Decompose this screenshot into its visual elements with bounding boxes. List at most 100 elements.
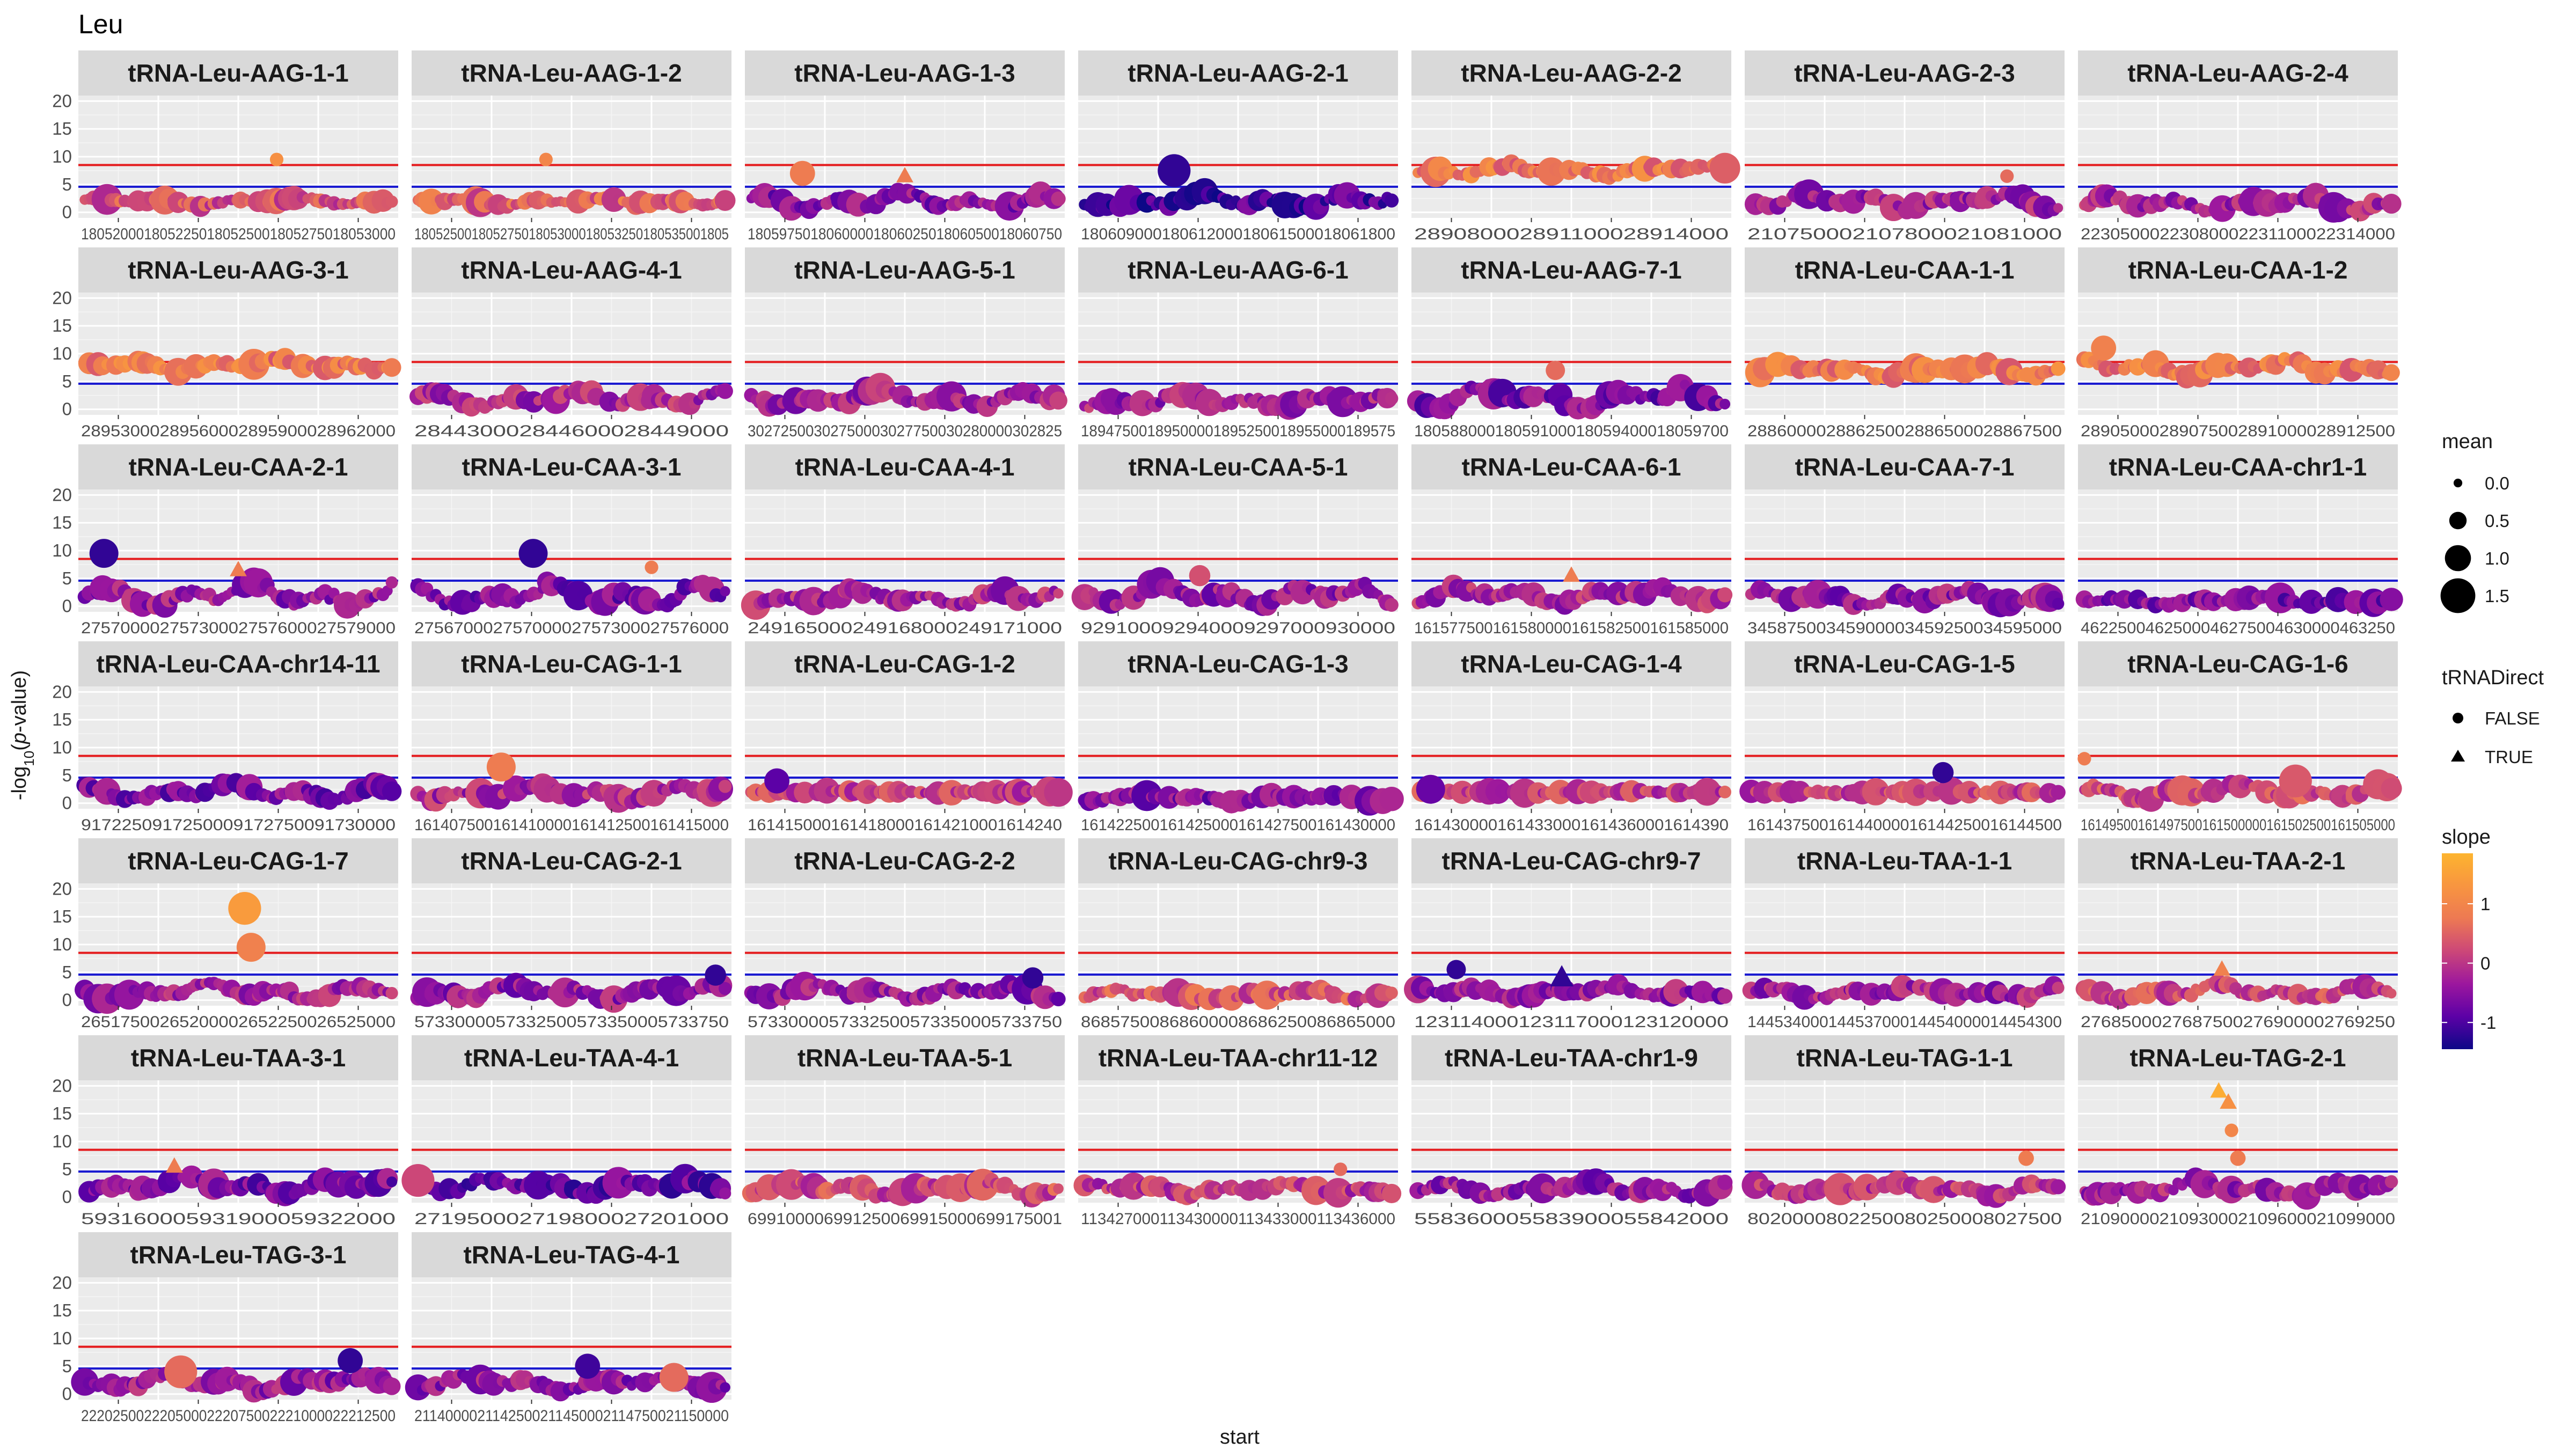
strip-background <box>1745 444 2065 489</box>
x-tick-labels: 161422500161425000161427500161430000 <box>1081 816 1395 834</box>
data-point-peak <box>338 1348 363 1373</box>
data-point <box>385 576 398 589</box>
strip-label: tRNA-Leu-AAG-6-1 <box>1128 256 1348 284</box>
strip-background <box>2078 247 2398 292</box>
x-tick-labels: 5733000057332500573350005733750 <box>748 1013 1062 1031</box>
facet-panel: tRNA-Leu-CAA-2-1 0 5 10 15 20 2757000027573000… <box>52 444 398 637</box>
slope-colorbar <box>2442 853 2473 1049</box>
x-tick-labels: 1614150001614180001614210001614240 <box>748 816 1062 834</box>
facet-panel: tRNA-Leu-AAG-1-2 180525001805275018053000… <box>412 50 736 243</box>
data-point <box>2383 364 2400 382</box>
x-tick-labels: 2220250022205000222075002221000022212500 <box>81 1407 396 1425</box>
strip-background <box>412 838 731 883</box>
data-point <box>1379 787 1404 811</box>
strip-label: tRNA-Leu-TAA-1-1 <box>1797 847 2012 875</box>
x-tick-labels: 249165000249168000249171000 <box>748 619 1062 637</box>
strip-label: tRNA-Leu-CAG-1-2 <box>794 650 1015 678</box>
strip-label: tRNA-Leu-CAA-chr14-11 <box>96 650 380 678</box>
data-point-peak <box>2230 1150 2246 1166</box>
data-point-peak <box>575 1353 601 1379</box>
strip-label: tRNA-Leu-AAG-2-3 <box>1794 59 2015 87</box>
facet-panel: tRNA-Leu-CAG-1-7 0 5 10 15 20 2651750026520000… <box>52 838 398 1031</box>
facet-panel: tRNA-Leu-CAG-1-1 161407500161410000161412… <box>410 641 733 834</box>
legend-label-mean: 0.5 <box>2485 511 2509 531</box>
facet-panel: tRNA-Leu-CAA-1-1 288600002886250028865000… <box>1745 247 2066 440</box>
strip-label: tRNA-Leu-CAA-2-1 <box>129 453 348 481</box>
data-point <box>2053 203 2063 213</box>
data-point <box>720 1382 730 1393</box>
data-point <box>1053 1183 1064 1194</box>
y-tick-label: 0 <box>62 399 72 419</box>
y-tick-label: 15 <box>52 1300 72 1320</box>
facet-panel: tRNA-Leu-CAA-7-1 345875003459000034592500… <box>1745 444 2065 637</box>
y-tick-label: 0 <box>62 1384 72 1404</box>
strip-label: tRNA-Leu-AAG-4-1 <box>461 256 682 284</box>
data-point <box>1385 392 1399 405</box>
data-point-peak <box>1416 774 1445 804</box>
data-point <box>2384 1175 2398 1189</box>
data-point <box>1044 778 1073 807</box>
strip-label: tRNA-Leu-TAA-4-1 <box>464 1044 679 1072</box>
x-tick-labels: 1614950016149750016150000016150250016150… <box>2081 816 2395 834</box>
strip-label: tRNA-Leu-AAG-1-2 <box>461 59 682 87</box>
x-tick-labels: 21090000210930002109600021099000 <box>2081 1210 2395 1228</box>
data-point <box>718 779 732 793</box>
x-tick-labels: 18058800018059100018059400018059700 <box>1414 422 1729 440</box>
data-point <box>2051 361 2066 376</box>
data-point-peak <box>401 1163 435 1197</box>
facet-panels: tRNA-Leu-AAG-1-1 0 5 10 15 20 1805200018052250… <box>52 50 2403 1425</box>
strip-label: tRNA-Leu-AAG-1-1 <box>128 59 348 87</box>
data-point <box>1719 398 1731 409</box>
data-point <box>1384 193 1399 208</box>
data-point <box>2381 778 2402 799</box>
facet-panel: tRNA-Leu-AAG-2-2 289080002891100028914000 <box>1411 50 1740 243</box>
y-tick-label: 15 <box>52 709 72 729</box>
strip-label: tRNA-Leu-AAG-3-1 <box>128 256 348 284</box>
strip-label: tRNA-Leu-AAG-7-1 <box>1461 256 1681 284</box>
strip-label: tRNA-Leu-AAG-2-4 <box>2127 59 2348 87</box>
data-point <box>1717 989 1733 1004</box>
strip-label: tRNA-Leu-TAA-chr11-12 <box>1099 1044 1378 1072</box>
x-tick-labels: 28860000288625002886500028867500 <box>1747 422 2062 440</box>
strip-label: tRNA-Leu-CAA-3-1 <box>462 453 682 481</box>
legend-label-mean: 1.0 <box>2485 548 2509 568</box>
strip-label: tRNA-Leu-CAA-7-1 <box>1795 453 2015 481</box>
facet-panel: tRNA-Leu-TAG-4-1 211400002114250021145000… <box>405 1232 731 1425</box>
data-point <box>1051 992 1066 1007</box>
facet-panel: tRNA-Leu-AAG-6-1 189475001895000018952500… <box>1078 247 1399 440</box>
strip-label: tRNA-Leu-CAG-2-2 <box>794 847 1015 875</box>
data-point-peak <box>269 152 284 166</box>
strip-background <box>412 641 731 686</box>
strip-background <box>78 838 398 883</box>
data-point-triangle <box>896 166 913 182</box>
y-tick-label: 5 <box>62 962 72 982</box>
x-tick-labels: 271950002719800027201000 <box>414 1210 729 1228</box>
y-tick-label: 5 <box>62 568 72 588</box>
data-point-peak <box>1158 154 1191 187</box>
data-point-peak <box>1446 960 1466 979</box>
data-point-triangle <box>1563 566 1580 582</box>
strip-label: tRNA-Leu-CAG-1-5 <box>1794 650 2015 678</box>
strip-label: tRNA-Leu-CAA-6-1 <box>1462 453 1681 481</box>
strip-background <box>1411 641 1731 686</box>
strip-background <box>78 641 398 686</box>
legend-size-key <box>2449 511 2467 530</box>
strip-label: tRNA-Leu-TAG-2-1 <box>2130 1044 2346 1072</box>
strip-background <box>2078 444 2398 489</box>
strip-background <box>1078 641 1398 686</box>
legend-label-mean: 0.0 <box>2485 473 2509 493</box>
y-tick-label: 20 <box>52 682 72 701</box>
facet-panel: tRNA-Leu-CAG-1-2 161415000161418000161421… <box>745 641 1073 834</box>
strip-background <box>1078 50 1398 96</box>
facet-panel: tRNA-Leu-AAG-5-1 302725003027500030277500… <box>744 247 1067 440</box>
strip-background <box>1411 444 1731 489</box>
data-point <box>1049 391 1067 410</box>
plot-title: Leu <box>78 9 123 39</box>
x-tick-labels: 16143750016144000016144250016144500 <box>1747 816 2062 834</box>
strip-label: tRNA-Leu-AAG-2-1 <box>1128 59 1348 87</box>
x-tick-labels: 1805200018052250180525001805275018053000 <box>81 225 396 243</box>
strip-background <box>78 247 398 292</box>
y-tick-label: 5 <box>62 765 72 785</box>
x-tick-labels: 34587500345900003459250034595000 <box>1747 619 2062 637</box>
facet-panel: tRNA-Leu-AAG-7-1 180588000180591000180594… <box>1407 247 1731 440</box>
